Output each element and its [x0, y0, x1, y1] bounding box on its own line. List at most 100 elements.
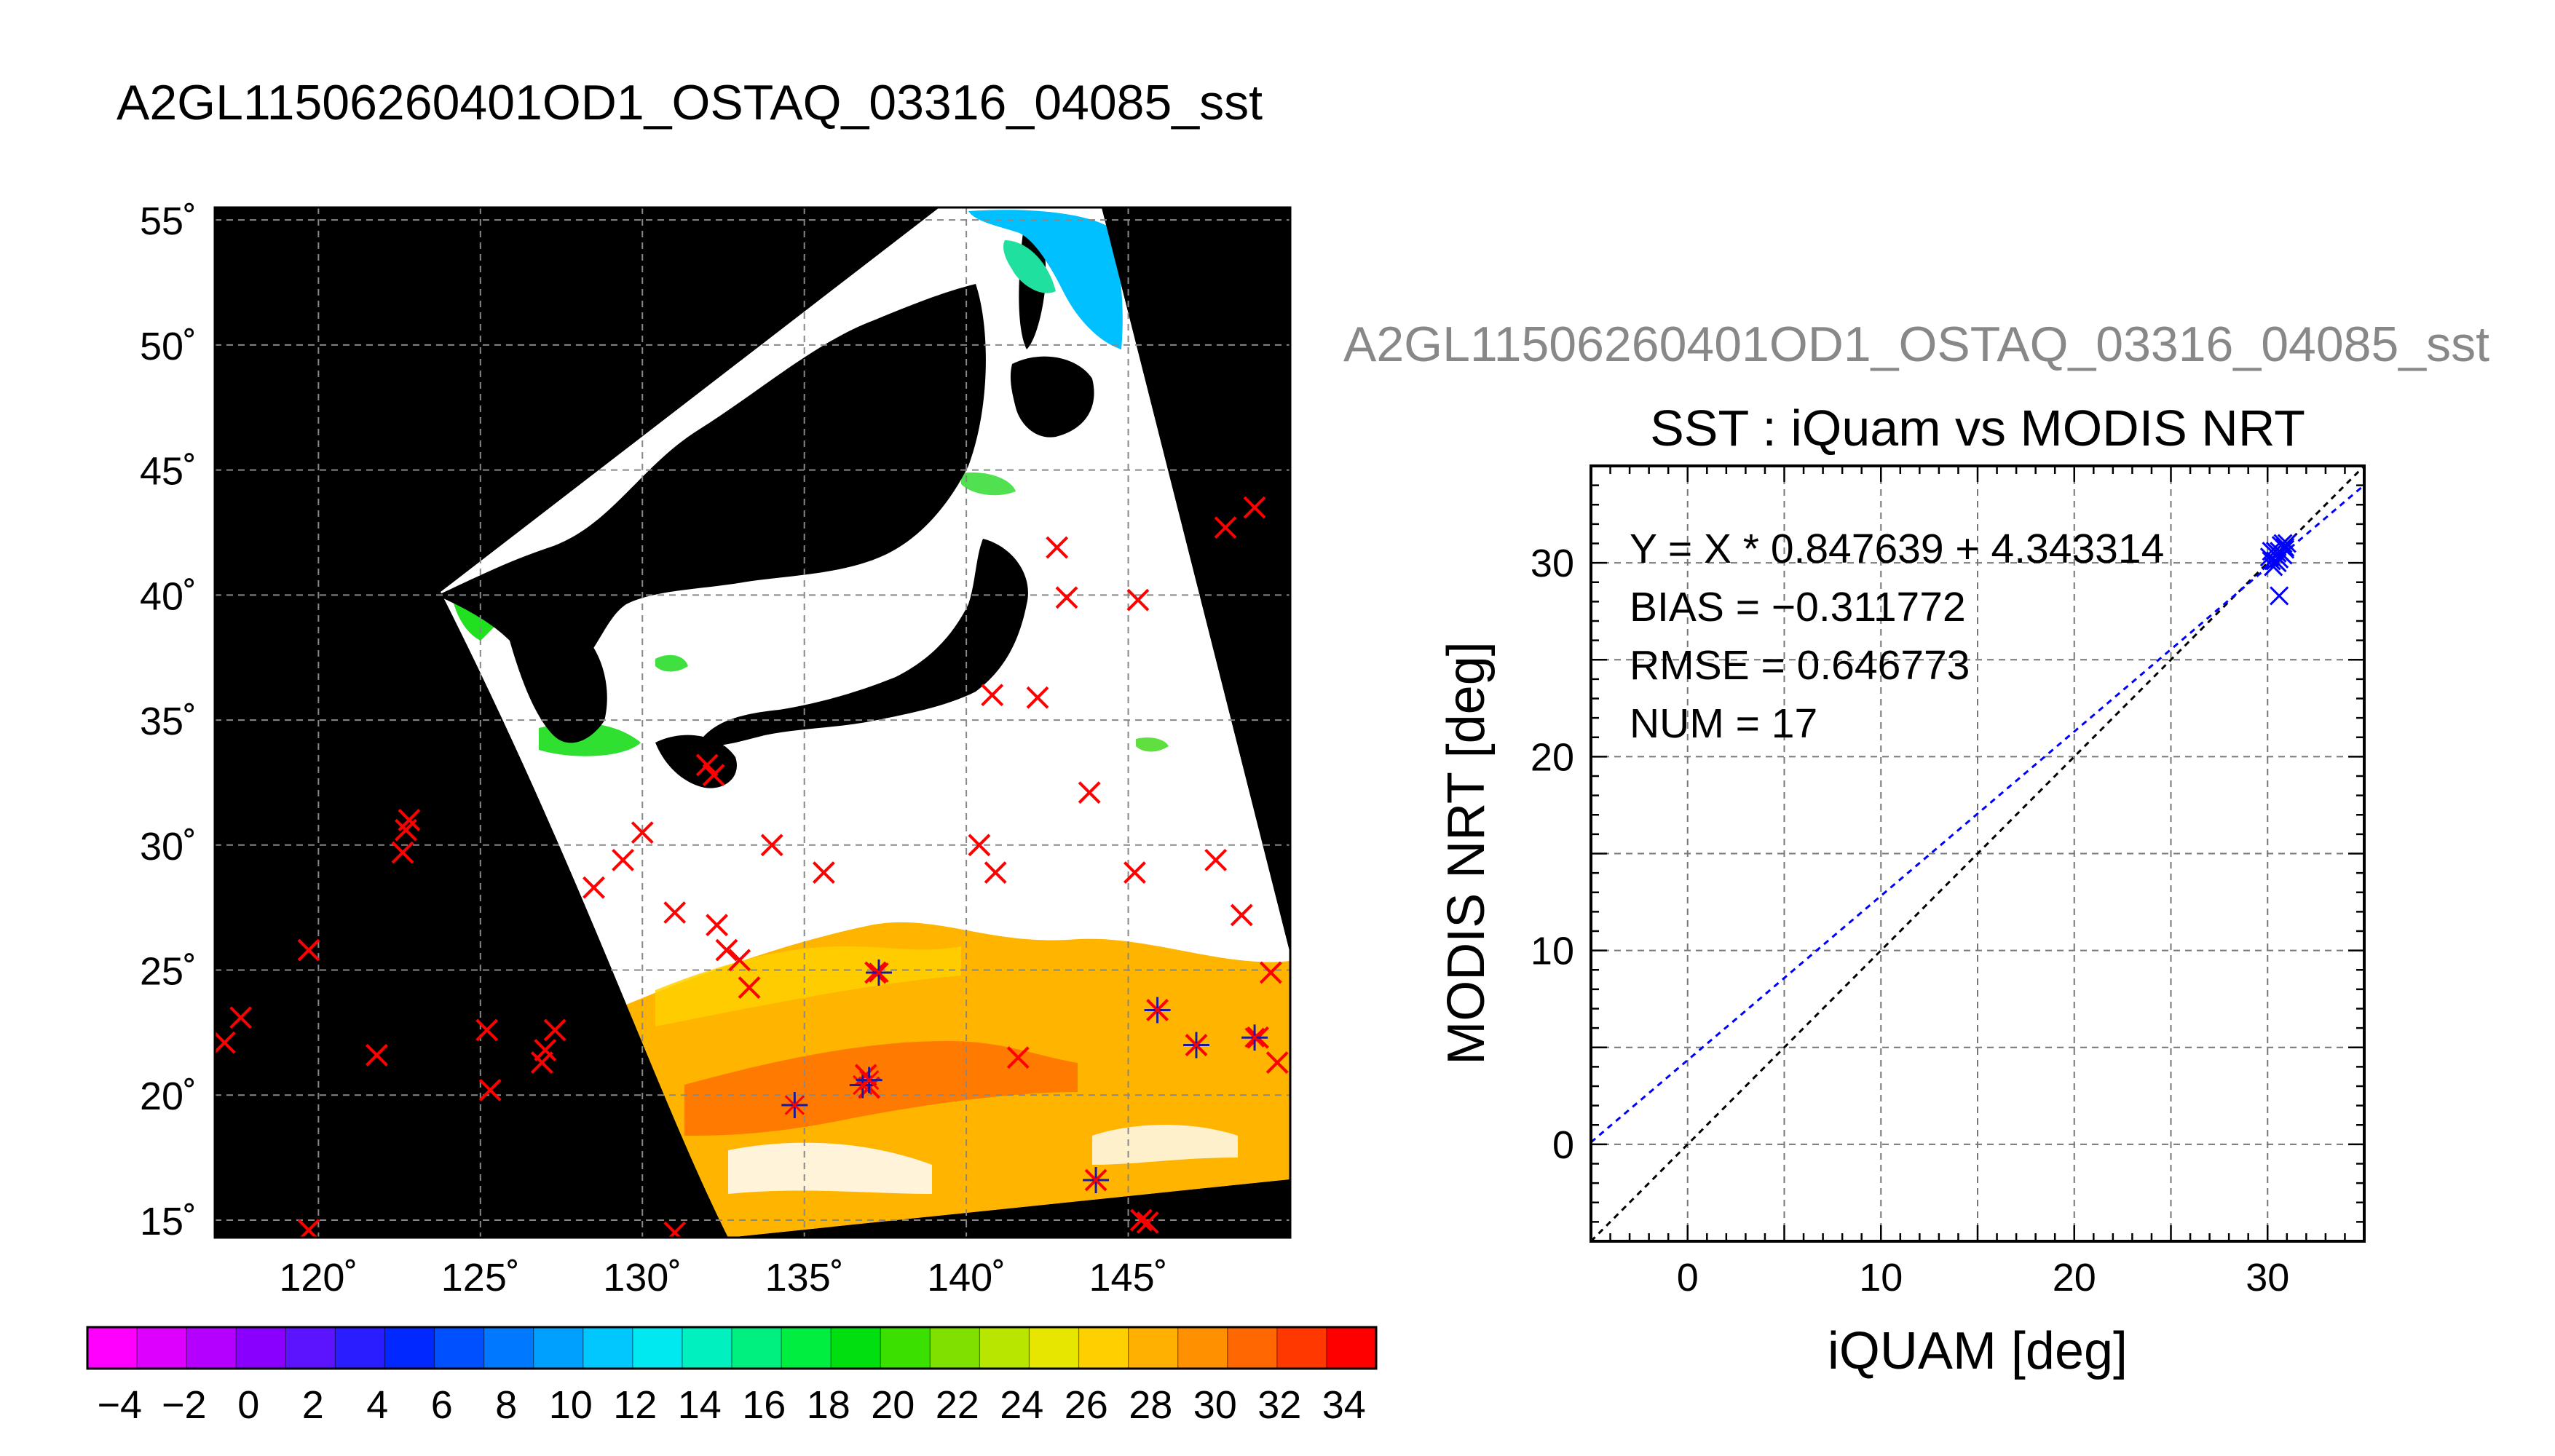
swath-outside-mask: [215, 207, 1290, 1238]
map-y-tick-label: 45˚: [140, 450, 197, 494]
map-red-x-marker: [398, 809, 421, 831]
map-red-x-marker: [706, 914, 728, 937]
map-red-x-marker: [1243, 496, 1266, 519]
colorbar-segment: [87, 1327, 138, 1369]
colorbar-tick-label: 24: [1000, 1383, 1043, 1427]
warm-sst-orange: [684, 1041, 1078, 1136]
map-red-x-marker: [1204, 848, 1228, 871]
map-blue-star-marker: [1182, 1032, 1209, 1059]
map-red-x-marker: [612, 848, 634, 871]
colorbar-segment: [979, 1327, 1030, 1369]
map-red-x-marker: [1026, 686, 1049, 709]
colorbar-segment: [384, 1327, 435, 1369]
scatter-y-tick-label: 0: [1552, 1123, 1574, 1167]
map-red-x-marker: [478, 1078, 502, 1101]
map-x-tick-label: 145˚: [1089, 1256, 1168, 1299]
map-blue-star-marker: [856, 1067, 882, 1093]
map-red-x-marker: [229, 1006, 253, 1029]
colorbar-tick-label: 26: [1065, 1383, 1108, 1427]
colorbar-segment: [682, 1327, 732, 1369]
map-frame: [213, 206, 1292, 1239]
colorbar: [86, 1326, 1378, 1370]
map-title: A2GL11506260401OD1_OSTAQ_03316_04085_sst: [117, 75, 1263, 130]
map-plot: [213, 206, 1292, 1239]
colorbar-segment: [1078, 1327, 1129, 1369]
map-y-tick-label: 15˚: [140, 1200, 197, 1243]
scatter-x-tick-label: 10: [1859, 1256, 1903, 1299]
colorbar-tick-label: 2: [302, 1383, 324, 1427]
colorbar-tick-label: 14: [678, 1383, 722, 1427]
map-y-tick-label: 35˚: [140, 700, 197, 743]
map-y-tick-label: 20˚: [140, 1075, 197, 1118]
land-honshu: [699, 539, 1028, 746]
scatter-y-tick-label: 30: [1531, 542, 1574, 585]
scatter-point: [2265, 542, 2285, 561]
colorbar-segment: [1128, 1327, 1179, 1369]
colorbar-tick-label: 18: [807, 1383, 850, 1427]
map-red-x-marker: [663, 901, 687, 924]
map-x-tick-label: 140˚: [927, 1256, 1006, 1299]
map-red-x-marker: [530, 1051, 553, 1075]
map-red-x-marker: [702, 764, 725, 787]
fit-line: [1591, 484, 2364, 1144]
colorbar-tick-label: 28: [1129, 1383, 1172, 1427]
map-red-x-marker: [1055, 586, 1078, 609]
scatter-y-tick-labels: 0 10 20 30: [1531, 542, 1574, 1167]
colorbar-segment: [533, 1327, 584, 1369]
map-red-x-marker: [391, 841, 414, 864]
map-x-tick-label: 130˚: [603, 1256, 682, 1299]
map-red-x-marker: [812, 861, 835, 884]
map-blue-star-marker: [1241, 1024, 1268, 1051]
map-red-x-marker: [297, 938, 320, 962]
scatter-y-tick-label: 20: [1531, 735, 1574, 779]
colorbar-segment: [186, 1327, 237, 1369]
map-red-x-marker: [728, 949, 751, 972]
map-y-tick-labels: 15˚ 20˚ 25˚ 30˚ 35˚ 40˚ 45˚ 50˚ 55˚: [140, 199, 197, 1243]
colorbar-segment: [930, 1327, 980, 1369]
scatter-x-tick-label: 30: [2246, 1256, 2289, 1299]
warm-sst-white-gaps: [728, 1142, 932, 1194]
colorbar-segment: [236, 1327, 286, 1369]
map-red-x-marker: [1265, 1051, 1289, 1075]
map-x-tick-label: 125˚: [441, 1256, 520, 1299]
scatter-x-tick-label: 20: [2053, 1256, 2096, 1299]
map-red-x-marker: [1006, 1046, 1030, 1069]
colorbar-segment: [880, 1327, 931, 1369]
scatter-x-tick-label: 0: [1677, 1256, 1699, 1299]
identity-line: [1591, 466, 2364, 1241]
okhotsk-green: [1003, 240, 1056, 293]
scatter-y-tick-label: 10: [1531, 930, 1574, 973]
cool-sst-green-4: [1136, 737, 1169, 752]
okhotsk-cold-sst: [968, 210, 1123, 349]
colorbar-tick-label: −2: [162, 1383, 207, 1427]
scatter-y-axis-label: MODIS NRT [deg]: [1437, 641, 1496, 1065]
land-asia: [437, 284, 986, 682]
map-y-tick-label: 50˚: [140, 325, 197, 368]
map-blue-star-marker: [1144, 997, 1171, 1024]
colorbar-tick-label: 20: [871, 1383, 915, 1427]
map-red-x-marker: [1136, 1211, 1159, 1234]
colorbar-tick-label: 34: [1322, 1383, 1366, 1427]
colorbar-frame: [86, 1326, 1378, 1370]
scatter-plot: Y = X * 0.847639 + 4.343314 BIAS = −0.31…: [1590, 464, 2366, 1243]
map-red-x-marker: [1129, 1208, 1153, 1232]
land-hokkaido: [1010, 356, 1094, 438]
map-x-tick-label: 135˚: [765, 1256, 844, 1299]
map-red-x-marker: [475, 1018, 499, 1042]
scatter-points: [2259, 534, 2297, 606]
colorbar-segment: [632, 1327, 683, 1369]
colorbar-segment: [831, 1327, 881, 1369]
colorbar-tick-label: 10: [549, 1383, 593, 1427]
colorbar-tick-label: 8: [495, 1383, 517, 1427]
map-red-x-marker: [968, 834, 991, 857]
colorbar-tick-label: −4: [97, 1383, 142, 1427]
annotation-bias: BIAS = −0.311772: [1630, 584, 1966, 630]
map-red-x-marker: [663, 1221, 687, 1238]
scatter-point: [2267, 553, 2287, 573]
colorbar-segment: [1177, 1327, 1228, 1369]
map-y-tick-label: 25˚: [140, 950, 197, 994]
map-y-tick-label: 55˚: [140, 199, 197, 243]
map-red-x-marker: [543, 1018, 566, 1042]
map-red-x-marker: [583, 876, 605, 899]
